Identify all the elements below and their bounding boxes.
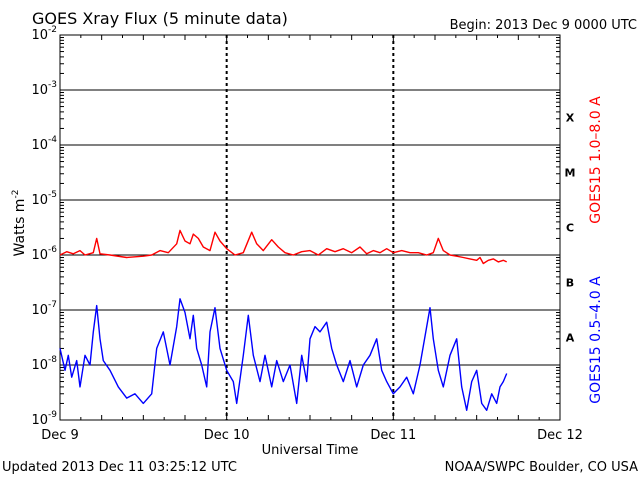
- y-axis-label-sup: -2: [11, 190, 21, 199]
- y-tick-exponent: -9: [48, 410, 57, 420]
- y-tick-label: 10-6: [31, 245, 57, 263]
- y-tick-exponent: -8: [48, 355, 57, 365]
- y-tick-label: 10-5: [31, 190, 57, 208]
- x-axis-label: Universal Time: [262, 443, 359, 458]
- y-tick-exponent: -4: [48, 135, 57, 145]
- y-tick-base: 10: [31, 138, 48, 153]
- flare-class-label: X: [566, 112, 575, 125]
- y-tick-exponent: -6: [48, 245, 57, 255]
- y-tick-label: 10-9: [31, 410, 57, 428]
- y-axis-label-main: Watts m: [12, 199, 28, 257]
- x-tick-labels: Dec 9 Dec 10 Dec 11 Dec 12: [41, 428, 583, 443]
- y-tick-base: 10: [31, 83, 48, 98]
- legend-red-series: GOES15 1.0–8.0 A: [588, 96, 604, 224]
- y-tick-base: 10: [31, 303, 48, 318]
- y-tick-label: 10-2: [31, 25, 57, 43]
- flare-class-label: B: [566, 277, 574, 290]
- y-tick-exponent: -7: [48, 300, 57, 310]
- updated-timestamp: Updated 2013 Dec 11 03:25:12 UTC: [2, 460, 237, 475]
- x-tick-label: Dec 10: [204, 428, 250, 443]
- legend-blue-series: GOES15 0.5–4.0 A: [588, 276, 604, 404]
- plot-frame: [60, 35, 560, 420]
- y-tick-base: 10: [31, 358, 48, 373]
- y-tick-labels: 10-910-810-710-610-510-410-310-2: [31, 25, 57, 428]
- x-tick-label: Dec 9: [41, 428, 79, 443]
- y-axis-label: Watts m-2: [11, 190, 28, 257]
- svg-text:Watts m-2: Watts m-2: [11, 190, 28, 257]
- y-tick-exponent: -2: [48, 25, 57, 35]
- y-tick-base: 10: [31, 413, 48, 428]
- x-tick-label: Dec 12: [537, 428, 583, 443]
- y-tick-base: 10: [31, 193, 48, 208]
- legend-label-red: GOES15 1.0–8.0 A: [588, 96, 604, 224]
- flare-class-labels: A B C M X: [565, 112, 576, 345]
- x-tick-label: Dec 11: [370, 428, 416, 443]
- begin-label: Begin: 2013 Dec 9 0000 UTC: [450, 18, 637, 33]
- y-tick-base: 10: [31, 248, 48, 263]
- flare-class-label: C: [566, 222, 574, 235]
- legend-label-blue: GOES15 0.5–4.0 A: [588, 276, 604, 404]
- y-tick-base: 10: [31, 28, 48, 43]
- chart-title: GOES Xray Flux (5 minute data): [32, 9, 288, 28]
- flare-class-label: A: [566, 332, 575, 345]
- flare-class-label: M: [565, 167, 576, 180]
- y-tick-label: 10-4: [31, 135, 57, 153]
- y-tick-exponent: -5: [48, 190, 57, 200]
- y-tick-label: 10-3: [31, 80, 57, 98]
- credit-text: NOAA/SWPC Boulder, CO USA: [445, 460, 638, 475]
- y-tick-label: 10-8: [31, 355, 57, 373]
- plot-area: [60, 35, 560, 420]
- y-tick-label: 10-7: [31, 300, 57, 318]
- y-tick-exponent: -3: [48, 80, 57, 90]
